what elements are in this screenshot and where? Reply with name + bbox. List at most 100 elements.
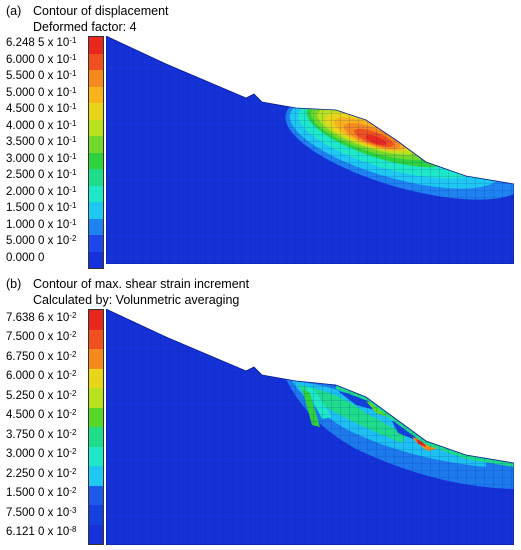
colorbar-swatch (89, 407, 103, 427)
panel-b-title: (b) Contour of max. shear strain incremen… (6, 277, 249, 292)
legend-value: 4.500 0 x 10-1 (6, 102, 76, 115)
colorbar-swatch (89, 235, 103, 252)
legend-value: 5.500 0 x 10-1 (6, 69, 77, 83)
legend-value: 5.000 0 x 10-1 (6, 86, 76, 99)
legend-exponent: -1 (69, 52, 77, 62)
legend-mantissa: 7.500 0 x 10 (6, 506, 70, 519)
legend-exponent: -2 (69, 330, 77, 340)
legend-mantissa: 5.000 0 x 10 (6, 235, 70, 248)
displacement-contour-plot (106, 36, 514, 264)
colorbar-swatch (89, 218, 103, 235)
legend-mantissa: 6.000 0 x 10 (6, 53, 70, 66)
colorbar-swatch (89, 427, 103, 447)
legend-value: 3.000 0 x 10-2 (6, 447, 77, 461)
legend-value: 3.500 0 x 10-1 (6, 135, 77, 149)
colorbar-swatch (89, 169, 103, 186)
legend-mantissa: 1.500 0 x 10 (6, 202, 70, 215)
legend-exponent: -2 (69, 447, 77, 457)
colorbar-swatch (89, 86, 103, 103)
colorbar-swatch (89, 310, 103, 330)
legend-value: 1.500 0 x 10-2 (6, 486, 77, 500)
legend-mantissa: 2.500 0 x 10 (6, 169, 70, 182)
panel-b-subtitle: Calculated by: Volunmetric averaging (33, 293, 240, 307)
colorbar-swatch (89, 37, 103, 54)
legend-mantissa: 2.250 0 x 10 (6, 467, 70, 480)
legend-mantissa: 6.000 0 x 10 (6, 370, 70, 383)
legend-exponent: -2 (69, 234, 77, 244)
legend-mantissa: 5.000 0 x 10 (6, 86, 70, 99)
colorbar-swatch (89, 251, 103, 268)
legend-exponent: -1 (69, 69, 77, 79)
legend-exponent: -1 (69, 36, 77, 46)
legend-mantissa: 4.500 0 x 10 (6, 409, 70, 422)
panel-a-label: (a) (6, 4, 22, 18)
legend-mantissa: 5.500 0 x 10 (6, 70, 70, 83)
legend-value: 7.638 6 x 10-2 (6, 310, 77, 324)
colorbar-swatch (89, 466, 103, 486)
legend-value: 5.000 0 x 10-2 (6, 234, 77, 248)
legend-mantissa: 6.248 5 x 10 (6, 37, 70, 50)
legend-exponent: -1 (69, 217, 77, 227)
legend-exponent: -1 (69, 118, 77, 128)
legend-exponent: -2 (69, 388, 77, 398)
colorbar-swatch (89, 446, 103, 466)
panel-a-subtitle: Deformed factor: 4 (33, 20, 137, 34)
legend-exponent: -2 (69, 310, 77, 320)
legend-exponent: -1 (69, 184, 77, 194)
legend-mantissa: 4.000 0 x 10 (6, 119, 70, 132)
legend-mantissa: 7.500 0 x 10 (6, 331, 70, 344)
legend-exponent: -2 (69, 427, 77, 437)
colorbar-swatch (89, 119, 103, 136)
legend-exponent: -1 (69, 201, 77, 211)
legend-value: 5.250 0 x 10-2 (6, 388, 77, 402)
legend-value: 7.500 0 x 10-2 (6, 330, 77, 344)
colorbar-shear-strain (88, 309, 104, 545)
legend-value: 2.000 0 x 10-1 (6, 184, 77, 198)
colorbar-swatch (89, 524, 103, 544)
legend-mantissa: 3.000 0 x 10 (6, 152, 70, 165)
panel-a-title-text: Contour of displacement (33, 4, 169, 18)
legend-value: 6.750 0 x 10-2 (6, 350, 76, 363)
legend-value: 2.500 0 x 10-1 (6, 168, 76, 182)
panel-shear-strain: (b) Contour of max. shear strain incremen… (0, 273, 521, 550)
panel-displacement: (a) Contour of displacement Deformed fact… (0, 0, 521, 270)
colorbar-swatch (89, 185, 103, 202)
legend-mantissa: 3.500 0 x 10 (6, 136, 70, 149)
legend-value: 4.000 0 x 10-1 (6, 118, 77, 132)
colorbar-swatch (89, 388, 103, 408)
legend-value: 0.000 0 (6, 252, 44, 264)
shear-strain-contour-plot (106, 309, 514, 545)
legend-value: 1.500 0 x 10-1 (6, 201, 77, 215)
legend-exponent: -1 (69, 135, 77, 145)
legend-value: 1.000 0 x 10-1 (6, 217, 77, 231)
panel-b-title-text: Contour of max. shear strain increment (33, 277, 250, 291)
legend-mantissa: 7.638 6 x 10 (6, 311, 70, 324)
colorbar-swatch (89, 368, 103, 388)
legend-exponent: -1 (69, 151, 77, 161)
legend-value: 6.000 0 x 10-2 (6, 369, 77, 383)
legend-mantissa: 0.000 0 (6, 251, 45, 264)
colorbar-swatch (89, 152, 103, 169)
panel-b-label: (b) (6, 277, 22, 291)
legend-exponent: -2 (69, 369, 77, 379)
legend-exponent: -2 (69, 408, 77, 418)
colorbar-swatch (89, 53, 103, 70)
colorbar-swatch (89, 136, 103, 153)
colorbar-swatch (89, 202, 103, 219)
colorbar-displacement (88, 36, 104, 269)
legend-exponent: -2 (69, 486, 77, 496)
legend-mantissa: 3.750 0 x 10 (6, 428, 70, 441)
colorbar-swatch (89, 505, 103, 525)
legend-mantissa: 6.750 0 x 10 (6, 350, 70, 363)
panel-a-title: (a) Contour of displacement (6, 4, 169, 19)
legend-mantissa: 1.500 0 x 10 (6, 487, 70, 500)
legend-mantissa: 1.000 0 x 10 (6, 218, 70, 231)
legend-value: 6.000 0 x 10-1 (6, 52, 77, 66)
colorbar-swatch (89, 329, 103, 349)
colorbar-swatch (89, 485, 103, 505)
colorbar-swatch (89, 349, 103, 369)
legend-mantissa: 2.000 0 x 10 (6, 185, 70, 198)
legend-exponent: -8 (69, 525, 77, 535)
legend-exponent: -2 (69, 466, 77, 476)
legend-mantissa: 3.000 0 x 10 (6, 448, 70, 461)
